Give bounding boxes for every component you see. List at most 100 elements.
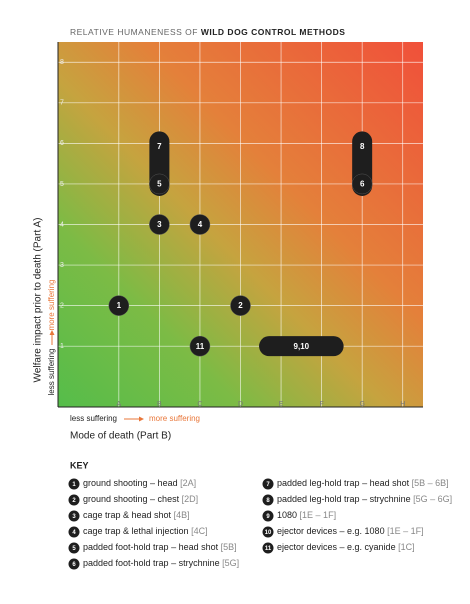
x-axis-label: Mode of death (Part B) [70,431,171,442]
y-less-label: less suffering [47,349,56,396]
key-entry: padded foot-hold trap – strychnine [5G] [83,558,239,568]
key-number: 2 [72,498,76,504]
key-entry: padded foot-hold trap – head shot [5B] [83,542,237,552]
key-number: 9 [266,514,270,520]
marker-label: 8 [360,142,365,151]
key-number: 6 [72,562,76,568]
point-marker [149,214,170,235]
x-arrow-head [139,416,144,422]
key-number: 5 [72,546,76,552]
key-number: 10 [265,530,272,536]
key-code: [1E – 1F] [387,526,424,536]
key-badge [68,542,80,554]
title-bold: WILD DOG CONTROL METHODS [201,27,346,37]
point-marker [189,335,211,357]
marker-label: 7 [157,142,162,151]
x-tick-label: G [359,401,364,408]
key-text: ground shooting – chest [83,494,180,504]
y-tick-label: 1 [60,343,64,350]
key-text: padded leg-hold trap – head shot [277,478,410,488]
key-code: [2A] [180,478,196,488]
y-tick-label: 3 [60,262,64,269]
key-code: [5G] [222,558,239,568]
x-tick-label: F [319,401,323,408]
marker-label: 3 [157,220,162,229]
x-less-label: less suffering [70,414,117,423]
x-tick-label: A [116,401,121,408]
chart-title: RELATIVE HUMANENESS OF WILD DOG CONTROL … [70,27,345,37]
key-text: padded leg-hold trap – strychnine [277,494,411,504]
key-text: padded foot-hold trap – head shot [83,542,219,552]
key-number: 7 [266,482,270,488]
marker-label: 1 [117,301,122,310]
y-more-label: more suffering [47,280,56,331]
key-entry: ejector devices – e.g. cyanide [1C] [277,542,415,552]
key-badge [262,526,274,538]
marker-label: 9,10 [294,342,310,351]
key-code: [5B – 6B] [412,478,449,488]
key-badge [262,542,274,554]
x-tick-label: C [197,401,202,408]
key-badge [68,494,80,506]
y-tick-label: 4 [60,221,64,228]
key-code: [5G – 6G] [413,494,452,504]
x-tick-label: D [238,401,243,408]
x-tick-label: B [157,401,162,408]
point-marker [189,214,211,235]
key-title: KEY [70,460,89,470]
x-tick-label: E [279,401,284,408]
marker-label: 4 [198,220,203,229]
key-code: [4B] [174,510,190,520]
key-entry: padded leg-hold trap – strychnine [5G – … [277,494,452,504]
key-badge [68,510,80,522]
key-badge [262,478,274,490]
range-marker [259,336,344,357]
marker-label: 2 [238,301,243,310]
marker-label: 11 [196,342,205,351]
point-marker [351,173,373,195]
point-marker [108,295,130,316]
key-number: 11 [265,546,272,552]
key-text: cage trap & head shot [83,510,172,520]
key-entry: ground shooting – chest [2D] [83,494,198,504]
x-tick-label: H [400,401,405,408]
key-entry: ground shooting – head [2A] [83,478,196,488]
key-code: [2D] [182,494,199,504]
x-more-label: more suffering [149,414,200,423]
key-number: 1 [72,482,76,488]
key-text: cage trap & lethal injection [83,526,189,536]
y-tick-label: 6 [60,140,64,147]
key-text: padded foot-hold trap – strychnine [83,558,220,568]
key-entry: 1080 [1E – 1F] [277,510,336,520]
key-badge [68,526,80,538]
marker-label: 6 [360,180,365,189]
y-tick-label: 8 [60,59,64,66]
key-entry: cage trap & lethal injection [4C] [83,526,208,536]
key-code: [4C] [191,526,208,536]
key-number: 4 [72,530,76,536]
key-text: 1080 [277,510,297,520]
key-text: ground shooting – head [83,478,178,488]
key-entry: ejector devices – e.g. 1080 [1E – 1F] [277,526,424,536]
y-tick-label: 5 [60,181,64,188]
key-text: ejector devices – e.g. cyanide [277,542,396,552]
key-code: [5B] [221,542,237,552]
key-number: 3 [72,514,76,520]
key-code: [1C] [398,542,415,552]
marker-label: 5 [157,180,162,189]
key-badge [68,478,80,490]
key-number: 8 [266,498,270,504]
key-badge [262,510,274,522]
key-badge [262,494,274,506]
key-badge [68,558,80,570]
y-arrow-head [49,330,55,335]
key-text: ejector devices – e.g. 1080 [277,526,385,536]
key-code: [1E – 1F] [300,510,337,520]
key-entry: padded leg-hold trap – head shot [5B – 6… [277,478,449,488]
y-axis-label: Welfare impact prior to death (Part A) [33,218,44,383]
key-entry: cage trap & head shot [4B] [83,510,190,520]
title: RELATIVE HUMANENESS OF [70,27,198,37]
point-marker [230,295,251,316]
y-tick-label: 7 [60,100,64,107]
